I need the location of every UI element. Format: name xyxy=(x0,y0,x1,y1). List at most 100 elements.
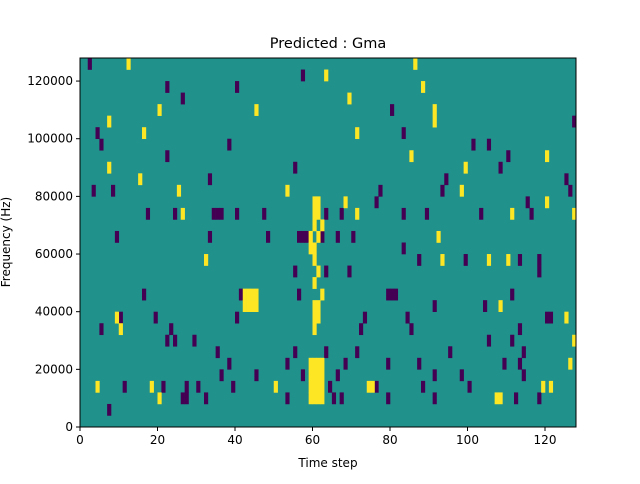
heatmap-cell-low xyxy=(184,392,189,405)
heatmap-cell-high xyxy=(320,357,325,370)
heatmap-cell-low xyxy=(165,150,170,163)
heatmap-cell-high xyxy=(312,277,317,289)
heatmap-cell-low xyxy=(448,346,453,359)
heatmap-cell-low xyxy=(417,254,422,266)
heatmap-cell-low xyxy=(401,127,406,140)
heatmap-cell-low xyxy=(142,288,147,301)
heatmap-cell-low xyxy=(537,265,542,278)
heatmap-cell-low xyxy=(502,357,507,370)
heatmap-cell-low xyxy=(95,127,100,140)
heatmap-cell-low xyxy=(238,288,244,301)
heatmap-cell-low xyxy=(184,380,189,393)
heatmap-cell-high xyxy=(126,58,131,70)
heatmap-cell-high xyxy=(324,69,329,82)
heatmap-cell-high xyxy=(254,300,259,312)
heatmap-cell-low xyxy=(525,196,530,209)
heatmap-cell-low xyxy=(405,311,410,324)
heatmap-cell-high xyxy=(316,196,321,209)
heatmap-cell-high xyxy=(413,58,418,70)
heatmap-cell-high xyxy=(157,104,162,116)
heatmap-cell-high xyxy=(246,288,251,301)
heatmap-cell-low xyxy=(231,380,236,393)
heatmap-background xyxy=(80,58,576,427)
heatmap-cell-high xyxy=(316,207,321,220)
heatmap-cell-low xyxy=(266,230,271,243)
heatmap-cell-low xyxy=(421,380,426,393)
heatmap-cell-high xyxy=(242,300,247,312)
heatmap-cell-high xyxy=(548,380,554,393)
heatmap-cell-high xyxy=(118,323,123,336)
heatmap-cell-low xyxy=(393,288,399,301)
heatmap-cell-low xyxy=(173,207,178,220)
heatmap-cell-high xyxy=(308,392,313,405)
heatmap-cell-high xyxy=(409,150,414,163)
heatmap-cell-high xyxy=(494,392,499,405)
heatmap-cell-high xyxy=(308,230,313,243)
heatmap-cell-low xyxy=(432,369,437,382)
heatmap-cell-high xyxy=(545,196,550,209)
heatmap-cell-high xyxy=(312,219,317,232)
heatmap-cell-low xyxy=(390,288,395,301)
heatmap-cell-high xyxy=(250,288,255,301)
heatmap-cell-low xyxy=(486,334,492,347)
heatmap-cell-low xyxy=(479,207,484,220)
heatmap-cell-low xyxy=(331,392,337,405)
heatmap-cell-low xyxy=(173,334,178,347)
heatmap-cell-low xyxy=(122,380,127,393)
heatmap-cell-high xyxy=(320,392,325,405)
heatmap-cell-high xyxy=(486,254,492,266)
heatmap-cell-low xyxy=(386,288,391,301)
heatmap-cell-low xyxy=(386,357,391,370)
heatmap-cell-low xyxy=(161,380,166,393)
heatmap-cell-low xyxy=(180,92,185,105)
heatmap-cell-low xyxy=(227,138,232,151)
heatmap-cell-low xyxy=(378,184,383,197)
heatmap-cell-low xyxy=(285,392,290,405)
heatmap-cell-low xyxy=(300,369,306,382)
heatmap-cell-low xyxy=(304,230,309,243)
x-axis: 0 20 40 60 80 100 120 xyxy=(76,427,556,447)
heatmap-cell-high xyxy=(320,219,325,232)
heatmap-cell-low xyxy=(390,104,395,116)
heatmap-cell-low xyxy=(196,380,201,393)
heatmap-cell-high xyxy=(316,380,321,393)
heatmap-cell-high xyxy=(138,173,143,186)
heatmap-cell-high xyxy=(541,380,546,393)
heatmap-cell-high xyxy=(316,311,321,324)
heatmap-cell-high xyxy=(95,380,100,393)
y-tick-label: 100000 xyxy=(27,132,73,146)
heatmap-cell-high xyxy=(149,380,154,393)
heatmap-cell-high xyxy=(564,311,569,324)
heatmap-cell-low xyxy=(506,150,511,163)
heatmap-cell-high xyxy=(312,300,317,312)
heatmap-cell-low xyxy=(300,69,306,82)
heatmap-cell-low xyxy=(521,369,526,382)
heatmap-cell-high xyxy=(254,288,259,301)
heatmap-cell-low xyxy=(440,184,445,197)
heatmap-cells xyxy=(80,58,577,427)
heatmap-cell-high xyxy=(432,104,437,116)
heatmap-cell-low xyxy=(444,173,449,186)
heatmap-cell-high xyxy=(320,288,325,301)
heatmap-cell-high xyxy=(107,115,112,128)
x-tick-label: 40 xyxy=(227,433,242,447)
heatmap-cell-low xyxy=(362,311,368,324)
heatmap-cell-low xyxy=(335,230,340,243)
heatmap-cell-low xyxy=(517,254,523,266)
heatmap-cell-low xyxy=(409,323,414,336)
heatmap-cell-low xyxy=(204,392,209,405)
heatmap-cell-high xyxy=(312,242,317,255)
heatmap-cell-high xyxy=(316,265,321,278)
heatmap-cell-low xyxy=(293,265,298,278)
heatmap-cell-low xyxy=(335,369,340,382)
heatmap-cell-low xyxy=(510,288,515,301)
y-tick-label: 120000 xyxy=(27,74,73,88)
heatmap-cell-low xyxy=(262,207,267,220)
heatmap-cell-high xyxy=(180,207,185,220)
heatmap-cell-low xyxy=(235,207,240,220)
heatmap-cell-high xyxy=(312,357,317,370)
heatmap-cell-low xyxy=(417,357,422,370)
heatmap-cell-high xyxy=(312,254,317,266)
y-axis-label: Frequency (Hz) xyxy=(0,197,13,288)
heatmap-cell-high xyxy=(204,254,209,266)
